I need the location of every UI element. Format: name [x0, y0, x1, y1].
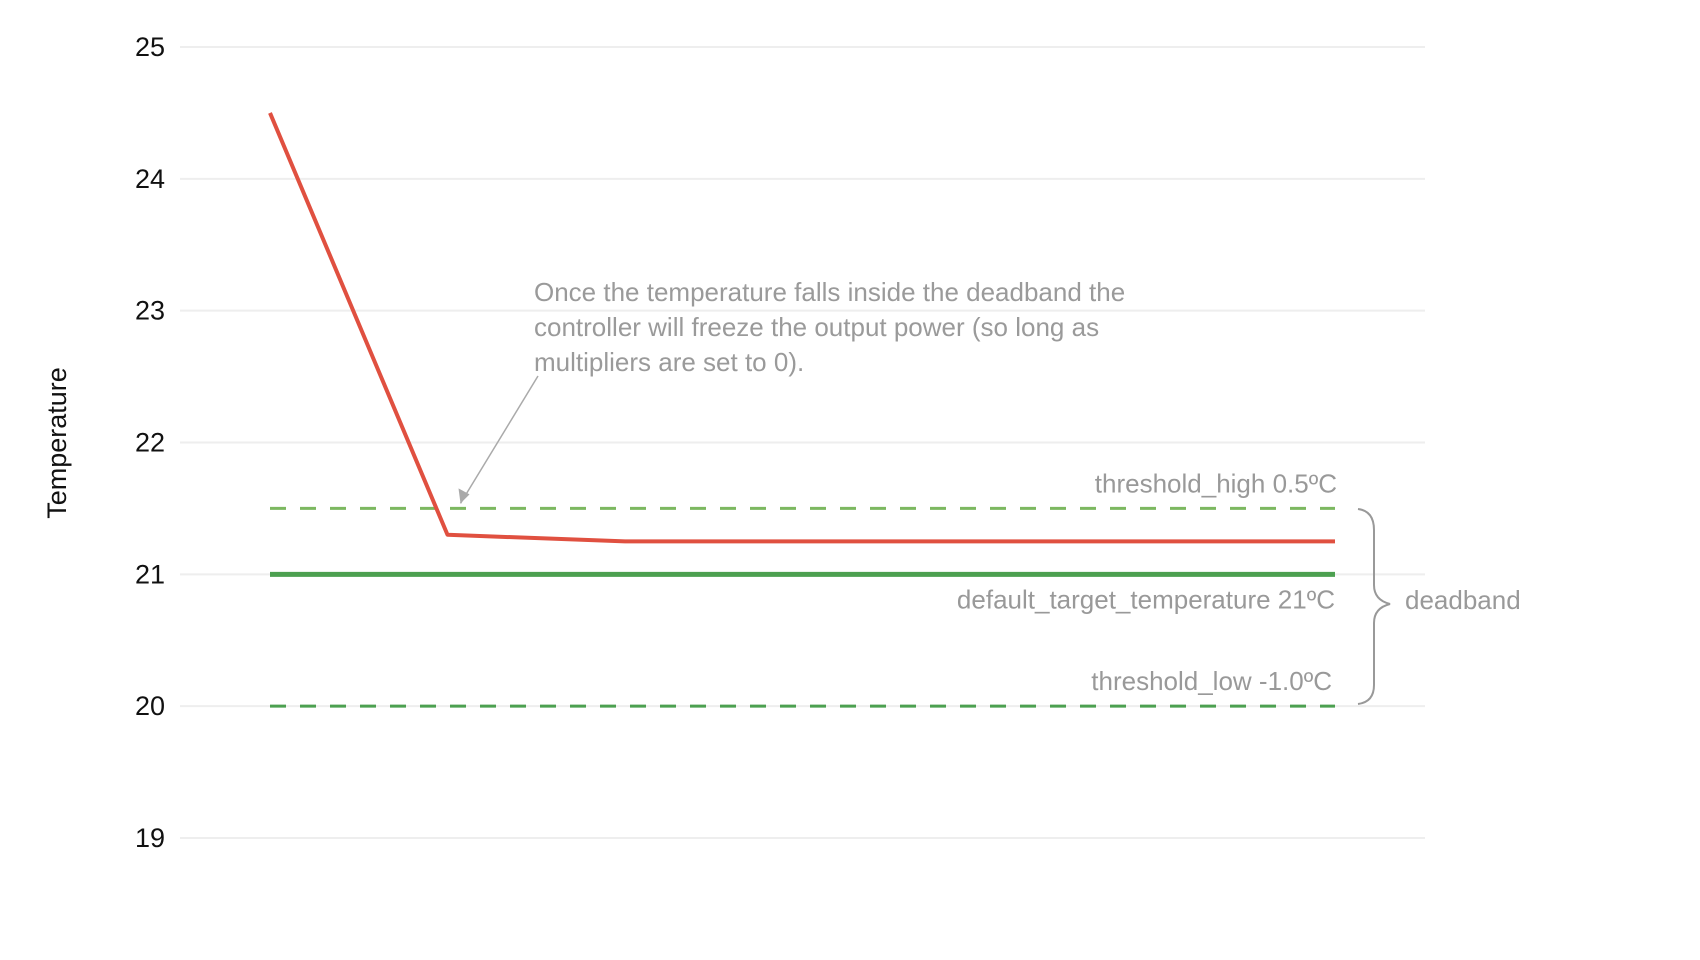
y-tick-label: 20: [135, 691, 165, 721]
deadband-label: deadband: [1405, 585, 1521, 615]
temperature-series-line: [268, 112, 1335, 544]
annotation-arrow: [459, 375, 539, 504]
annotation-text: multipliers are set to 0).: [534, 347, 804, 377]
reference-line-label: threshold_high 0.5ºC: [1095, 468, 1337, 498]
y-tick-label: 19: [135, 823, 165, 853]
y-tick-label: 22: [135, 428, 165, 458]
reference-line-label: threshold_low -1.0ºC: [1091, 666, 1332, 696]
y-axis-label: Temperature: [42, 367, 72, 519]
y-tick-label: 25: [135, 32, 165, 62]
reference-line-label: default_target_temperature 21ºC: [957, 584, 1335, 614]
deadband-brace: [1357, 508, 1391, 705]
y-tick-label: 21: [135, 559, 165, 589]
annotation-text: Once the temperature falls inside the de…: [534, 277, 1125, 307]
arrowhead-icon: [458, 488, 470, 504]
annotation-text: controller will freeze the output power …: [534, 312, 1099, 342]
y-tick-label: 24: [135, 164, 165, 194]
y-tick-label: 23: [135, 296, 165, 326]
